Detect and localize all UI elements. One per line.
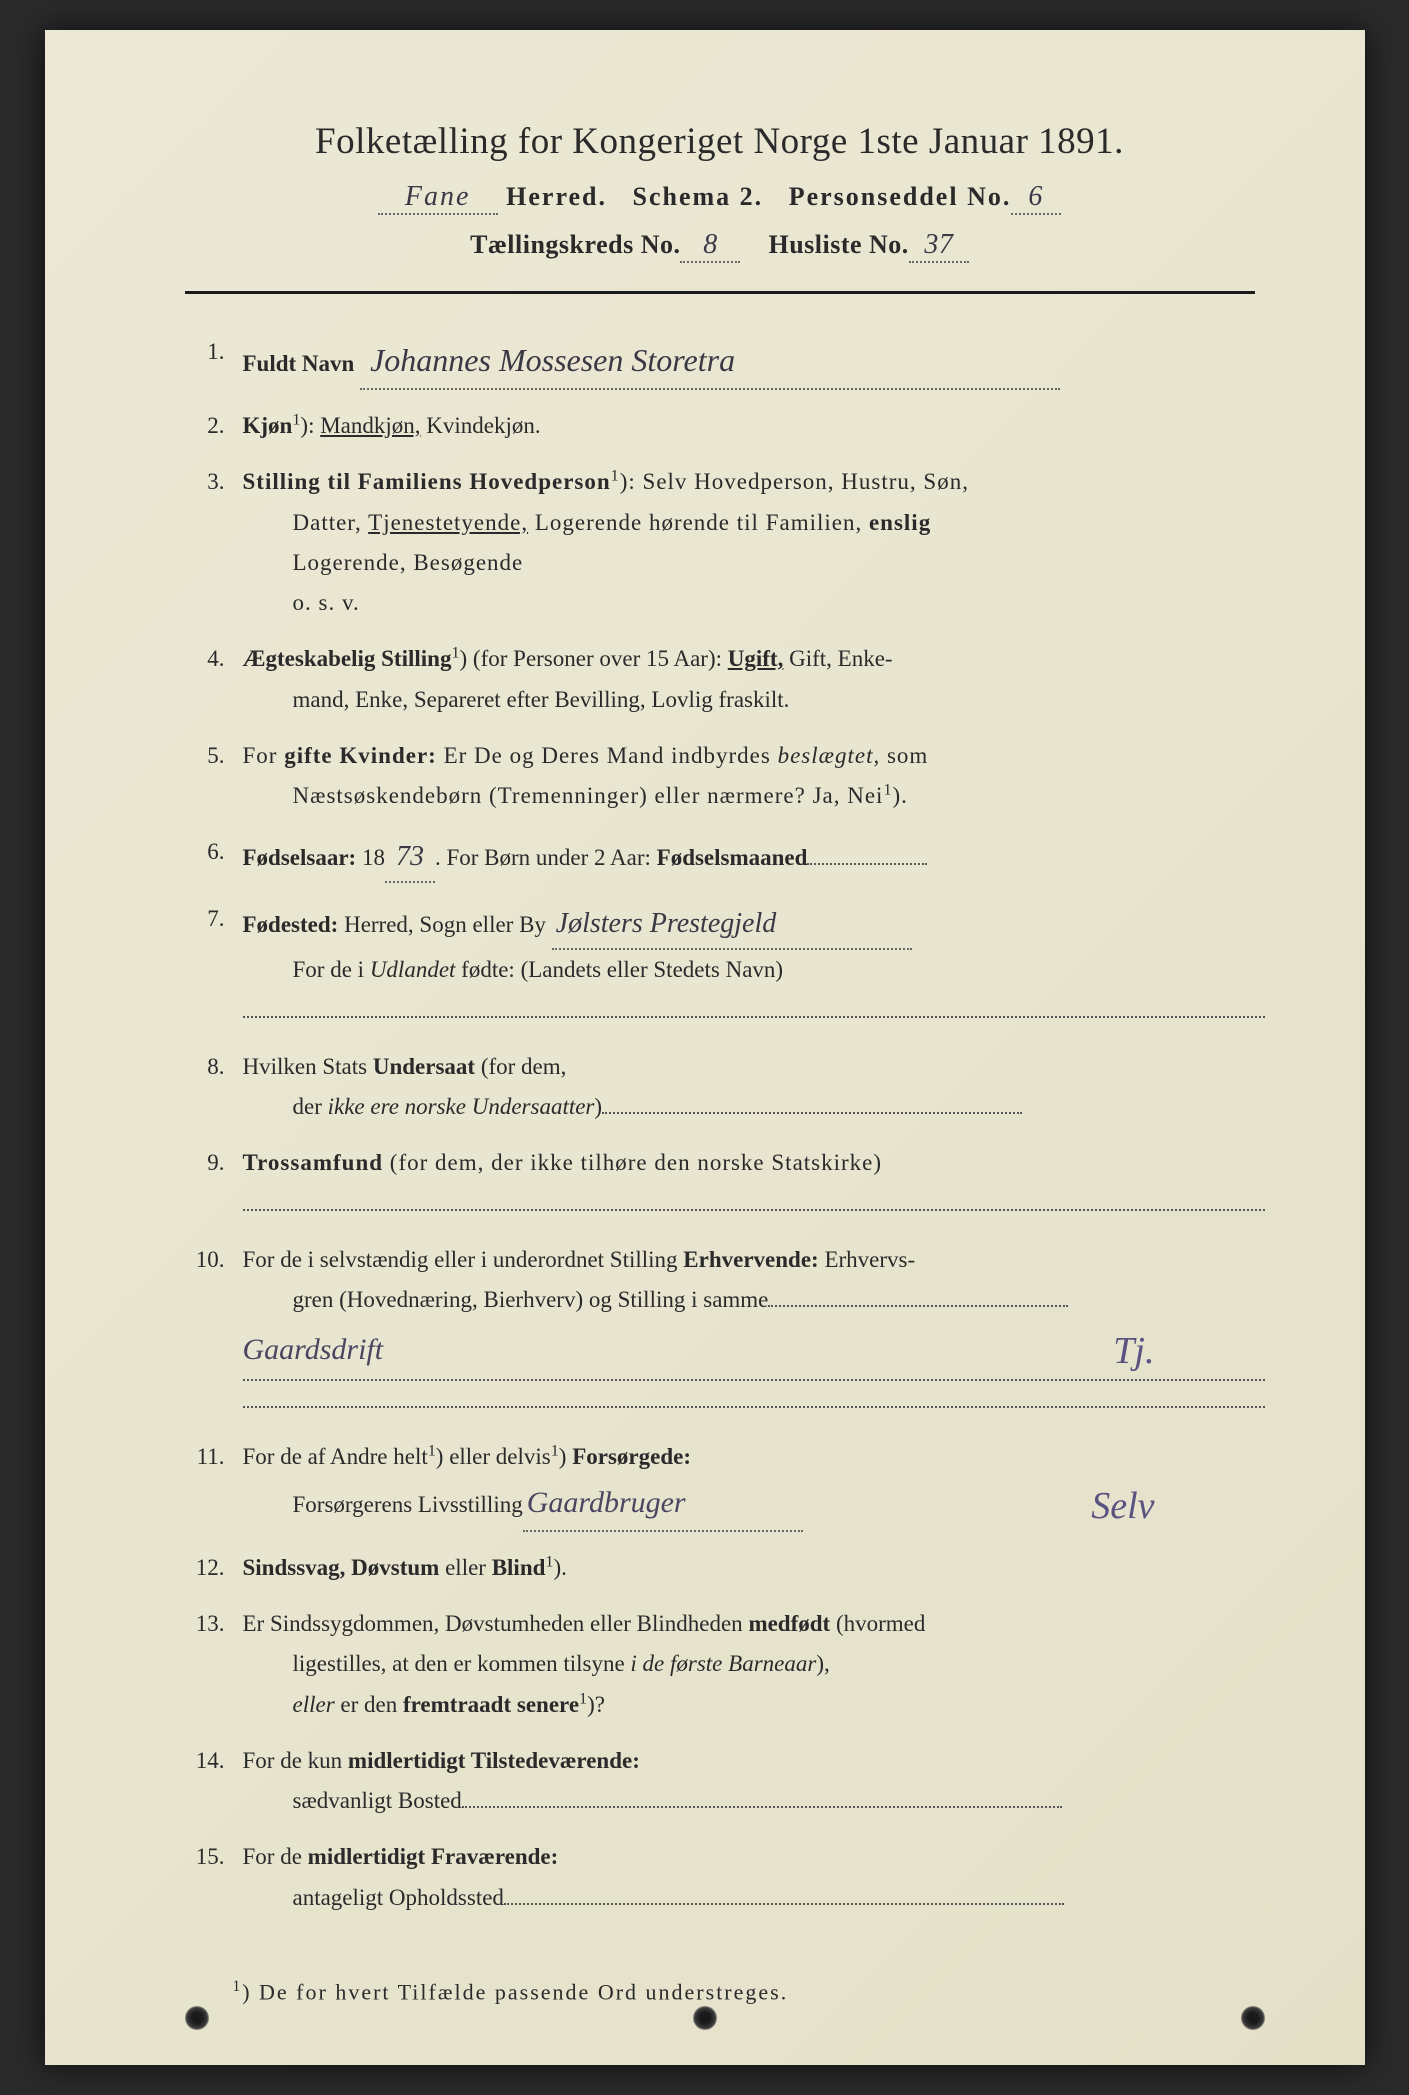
personseddel-no: 6 [1028,181,1044,212]
item-4: 4. Ægteskabelig Stilling1) (for Personer… [185,639,1265,720]
item-6: 6. Fødselsaar: 1873. For Børn under 2 Aa… [185,832,1265,883]
form-items: 1. Fuldt Navn Johannes Mossesen Storetra… [175,332,1265,1918]
header-line-2: Tællingskreds No. 8 Husliste No. 37 [175,229,1265,263]
herred-value: Fane [405,181,471,212]
item-1: 1. Fuldt Navn Johannes Mossesen Storetra [185,332,1265,390]
dotted-rule [243,1209,1265,1211]
item-2: 2. Kjøn1): Mandkjøn, Kvindekjøn. [185,406,1265,446]
census-form-page: Folketælling for Kongeriget Norge 1ste J… [45,30,1365,2065]
punch-hole [1241,2006,1265,2030]
birth-year: 73 [396,841,424,872]
punch-hole [185,2006,209,2030]
item-3: 3. Stilling til Familiens Hovedperson1):… [185,462,1265,623]
birthplace-value: Jølsters Prestegjeld [556,908,777,939]
item-9: 9. Trossamfund (for dem, der ikke tilhør… [185,1143,1265,1224]
dotted-rule [243,1016,1265,1018]
item-13: 13. Er Sindssygdommen, Døvstumheden elle… [185,1604,1265,1725]
kreds-label: Tællingskreds No. [470,230,680,259]
item-14: 14. For de kun midlertidigt Tilstedevære… [185,1741,1265,1822]
side-annotation-2: Selv [1091,1473,1154,1540]
punch-hole [693,2006,717,2030]
item-7: 7. Fødested: Herred, Sogn eller By Jølst… [185,899,1265,1031]
marital-selected: Ugift, [728,646,784,671]
item-15: 15. For de midlertidigt Fraværende: anta… [185,1837,1265,1918]
kreds-no: 8 [703,229,718,260]
item-11: 11. For de af Andre helt1) eller delvis1… [185,1437,1265,1532]
dotted-rule [243,1406,1265,1408]
form-header: Folketælling for Kongeriget Norge 1ste J… [175,120,1265,263]
header-divider [185,291,1255,294]
footnote: 1) De for hvert Tilfælde passende Ord un… [175,1978,1265,2005]
husliste-label: Husliste No. [768,230,908,259]
header-line-1: Fane Herred. Schema 2. Personseddel No. 6 [175,181,1265,215]
full-name-value: Johannes Mossesen Storetra [370,332,735,388]
side-annotation: Tj. [1113,1318,1154,1385]
item-8: 8. Hvilken Stats Undersaat (for dem, der… [185,1047,1265,1128]
personseddel-label: Personseddel No. [789,182,1012,211]
gender-selected: Mandkjøn, [320,413,420,438]
husliste-no: 37 [924,229,953,260]
item-5: 5. For gifte Kvinder: Er De og Deres Man… [185,736,1265,817]
occupation-value: Gaardsdrift [243,1324,384,1377]
provider-value: Gaardbruger [527,1477,686,1530]
herred-label: Herred. [506,182,607,211]
position-selected: Tjenestetyende, [368,510,528,535]
form-title: Folketælling for Kongeriget Norge 1ste J… [175,120,1265,163]
schema-label: Schema 2. [633,182,764,211]
item-10: 10. For de i selvstændig eller i underor… [185,1240,1265,1421]
item-12: 12. Sindssvag, Døvstum eller Blind1). [185,1548,1265,1588]
